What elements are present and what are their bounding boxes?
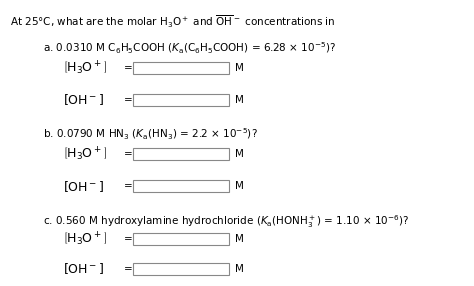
Text: M: M <box>235 181 244 191</box>
Bar <box>133 148 229 160</box>
Text: M: M <box>235 63 244 73</box>
Text: =: = <box>124 63 133 73</box>
Text: b. 0.0790 M $\mathrm{HN_3}$ ($K_\mathrm{a}$($\mathrm{HN_3}$) = 2.2 × 10$^{-5}$)?: b. 0.0790 M $\mathrm{HN_3}$ ($K_\mathrm{… <box>43 127 258 142</box>
Bar <box>133 263 229 275</box>
Text: $\left[\mathrm{H_3O^+}\right]$: $\left[\mathrm{H_3O^+}\right]$ <box>63 230 107 248</box>
Text: M: M <box>235 95 244 105</box>
Text: $\left[\mathrm{H_3O^+}\right]$: $\left[\mathrm{H_3O^+}\right]$ <box>63 59 107 77</box>
Text: M: M <box>235 234 244 244</box>
Text: $\left[\mathrm{H_3O^+}\right]$: $\left[\mathrm{H_3O^+}\right]$ <box>63 145 107 163</box>
Text: $\left[\mathrm{OH^-}\right]$: $\left[\mathrm{OH^-}\right]$ <box>63 261 104 276</box>
Bar <box>133 62 229 74</box>
Text: M: M <box>235 149 244 159</box>
Text: =: = <box>124 95 133 105</box>
Bar <box>133 233 229 245</box>
Bar <box>133 94 229 106</box>
Text: a. 0.0310 M $\mathrm{C_6H_5COOH}$ ($K_\mathrm{a}$($\mathrm{C_6H_5COOH}$) = 6.28 : a. 0.0310 M $\mathrm{C_6H_5COOH}$ ($K_\m… <box>43 41 336 56</box>
Text: =: = <box>124 181 133 191</box>
Text: =: = <box>124 234 133 244</box>
Text: =: = <box>124 149 133 159</box>
Text: At 25°C, what are the molar $\mathrm{H_3O^+}$ and $\mathrm{\overline{OH}^-}$ con: At 25°C, what are the molar $\mathrm{H_3… <box>10 14 336 30</box>
Text: =: = <box>124 264 133 274</box>
Bar <box>133 180 229 192</box>
Text: M: M <box>235 264 244 274</box>
Text: $\left[\mathrm{OH^-}\right]$: $\left[\mathrm{OH^-}\right]$ <box>63 92 104 107</box>
Text: $\left[\mathrm{OH^-}\right]$: $\left[\mathrm{OH^-}\right]$ <box>63 179 104 194</box>
Text: c. 0.560 M hydroxylamine hydrochloride ($K_\mathrm{a}$($\mathrm{HONH_3^+}$) = 1.: c. 0.560 M hydroxylamine hydrochloride (… <box>43 213 410 230</box>
